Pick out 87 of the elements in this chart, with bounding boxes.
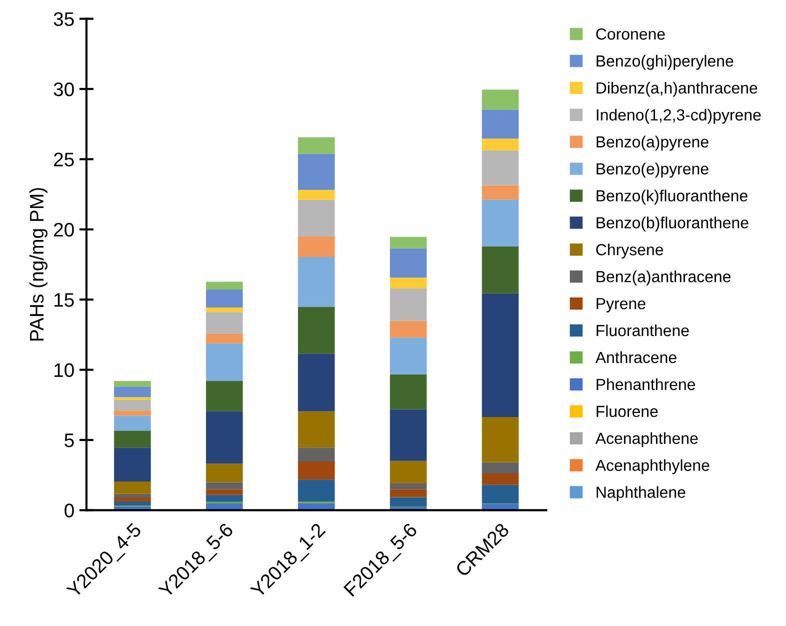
bar — [206, 489, 243, 495]
y-tick-label: 15 — [54, 293, 74, 307]
bar — [114, 501, 151, 506]
legend-label: Indeno(1,2,3-cd)pyrene — [596, 108, 761, 124]
y-tick-label: 30 — [54, 82, 74, 96]
bar — [482, 200, 519, 246]
bar — [482, 416, 519, 462]
bar — [298, 137, 335, 154]
legend-label: Benzo(ghi)perylene — [596, 54, 734, 70]
y-tick-label: 5 — [64, 434, 74, 448]
bar — [114, 397, 151, 400]
bar — [206, 343, 243, 382]
bar — [390, 489, 427, 498]
bar — [482, 110, 519, 139]
y-axis-title: PAHs (ng/mg PM) — [29, 188, 48, 341]
bar — [390, 278, 427, 288]
bar — [298, 236, 335, 258]
bar — [114, 410, 151, 416]
bar — [390, 248, 427, 278]
legend-label: Anthracene — [595, 351, 676, 364]
bar — [206, 381, 243, 412]
legend-label: Dibenz(a,h)anthracene — [596, 82, 758, 97]
bar — [298, 190, 335, 200]
legend-label: Acenaphthylene — [595, 459, 710, 474]
bar — [390, 460, 427, 484]
legend-label: Pyrene — [596, 298, 646, 312]
legend-label: Fluorene — [596, 405, 658, 418]
bar — [206, 494, 243, 502]
bar — [482, 150, 519, 186]
legend-label: Benzo(b)fluoranthene — [596, 216, 748, 232]
y-tick-label: 20 — [54, 222, 74, 237]
bar — [114, 400, 151, 410]
bar — [114, 498, 151, 502]
legend-label: Fluoranthene — [596, 324, 689, 336]
bar — [114, 430, 151, 448]
bar — [206, 307, 243, 312]
bar — [206, 464, 243, 482]
bar — [482, 462, 519, 474]
bar — [298, 461, 335, 480]
bar — [390, 236, 427, 248]
bar — [114, 386, 151, 398]
bar — [390, 409, 427, 461]
legend-label: Acenaphthene — [595, 432, 698, 448]
bar — [482, 293, 519, 417]
bar — [206, 282, 243, 290]
y-tick-label: 0 — [64, 504, 74, 518]
bar — [298, 480, 335, 502]
bar — [482, 474, 519, 485]
bar — [114, 381, 151, 387]
bar — [390, 497, 427, 507]
bar — [482, 484, 519, 504]
bar — [298, 307, 335, 354]
bar — [298, 154, 335, 190]
bar — [206, 289, 243, 308]
legend-label: Benzo(k)fluoranthene — [596, 190, 748, 205]
bar — [206, 312, 243, 334]
bar — [482, 246, 519, 294]
bar — [390, 288, 427, 321]
bar — [298, 411, 335, 448]
legend-label: Chrysene — [596, 244, 664, 258]
bar — [298, 448, 335, 462]
legend-label: Benz(a)anthracene — [596, 270, 731, 286]
legend-label: Naphthalene — [596, 486, 686, 502]
bar — [114, 482, 151, 494]
y-tick-label: 35 — [54, 12, 74, 26]
legend-label: Benzo(a)pyrene — [596, 136, 708, 151]
bar — [390, 484, 427, 490]
bar — [114, 494, 151, 498]
bar — [114, 448, 151, 482]
bar — [206, 482, 243, 490]
bar — [390, 320, 427, 338]
bar — [482, 185, 519, 200]
bar — [390, 374, 427, 410]
y-tick-label: 10 — [54, 363, 74, 378]
legend-label: Coronene — [596, 28, 665, 40]
bar — [114, 416, 151, 431]
legend-label: Phenanthrene — [596, 378, 696, 390]
y-tick-label: 25 — [54, 152, 74, 166]
bar — [298, 257, 335, 308]
bar — [206, 333, 243, 344]
bar — [482, 138, 519, 150]
bar — [298, 200, 335, 237]
legend-label: Benzo(e)pyrene — [596, 162, 708, 178]
bar — [298, 354, 335, 412]
bar — [482, 90, 519, 110]
bar — [206, 411, 243, 464]
bar — [390, 338, 427, 374]
